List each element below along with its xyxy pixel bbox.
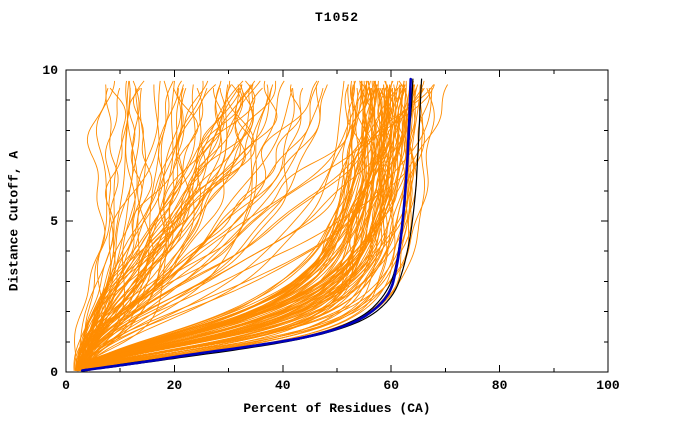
model-curve (83, 84, 378, 372)
model-curve (80, 87, 187, 371)
y-tick-label: 10 (42, 63, 58, 78)
x-tick-label: 20 (167, 378, 183, 393)
model-curve (86, 80, 136, 371)
model-curve (86, 87, 182, 371)
model-curve (84, 80, 356, 371)
model-curve (83, 80, 277, 371)
model-curve (84, 84, 242, 371)
model-curve (83, 80, 368, 372)
ensemble-curves (73, 80, 448, 372)
model-curve (82, 84, 386, 372)
selected-model-blue (81, 77, 412, 372)
highlighted-curves (81, 77, 423, 372)
model-curve (77, 80, 175, 371)
model-curve (86, 88, 179, 371)
axes (65, 69, 609, 373)
model-curve (85, 84, 400, 372)
model-curve (79, 88, 394, 372)
model-curve (76, 88, 407, 372)
x-tick-label: 100 (596, 378, 620, 393)
chart-title: T1052 (314, 10, 359, 25)
model-curve (84, 80, 153, 371)
model-curve (83, 84, 392, 372)
model-curve (78, 80, 170, 371)
model-curve (84, 88, 131, 371)
model-curve (85, 80, 369, 371)
model-curve (77, 84, 406, 372)
model-curve (74, 84, 107, 371)
model-curve (77, 87, 435, 372)
model-curve (80, 87, 121, 371)
x-axis-label: Percent of Residues (CA) (243, 401, 431, 416)
model-curve (86, 80, 412, 372)
model-curve (75, 87, 204, 371)
x-tick-label: 0 (62, 378, 70, 393)
model-curve (78, 84, 435, 371)
model-curve (85, 80, 161, 371)
model-curve (82, 87, 425, 372)
model-curve (83, 80, 394, 372)
model-curve (79, 84, 269, 371)
model-curve (86, 88, 360, 372)
x-tick-label: 60 (383, 378, 399, 393)
tick-labels: 0 20 40 60 80 100 0 5 10 (42, 63, 620, 393)
model-curve (78, 80, 131, 371)
model-curve (85, 84, 419, 372)
model-curve (86, 80, 406, 372)
model-curve (88, 88, 396, 372)
y-tick-label: 5 (50, 214, 58, 229)
y-tick-label: 0 (50, 365, 58, 380)
model-curve (74, 87, 304, 371)
model-curve (83, 88, 416, 372)
model-curve (82, 80, 362, 371)
model-curve (83, 84, 350, 371)
model-curve (85, 87, 391, 372)
x-tick-label: 80 (492, 378, 508, 393)
model-curve (86, 88, 146, 371)
model-curve (76, 88, 433, 371)
model-curve (78, 87, 119, 371)
model-curve (84, 80, 345, 371)
model-curve (76, 80, 365, 372)
x-tick-label: 40 (275, 378, 291, 393)
model-curve (80, 84, 403, 371)
model-curve (77, 88, 376, 372)
model-curve (82, 80, 318, 371)
model-curve (77, 87, 392, 372)
model-curve (78, 87, 293, 371)
model-curve (77, 84, 184, 372)
model-curve (80, 80, 382, 371)
model-curve (78, 88, 241, 371)
model-curve (86, 84, 406, 372)
model-curve (82, 84, 321, 371)
